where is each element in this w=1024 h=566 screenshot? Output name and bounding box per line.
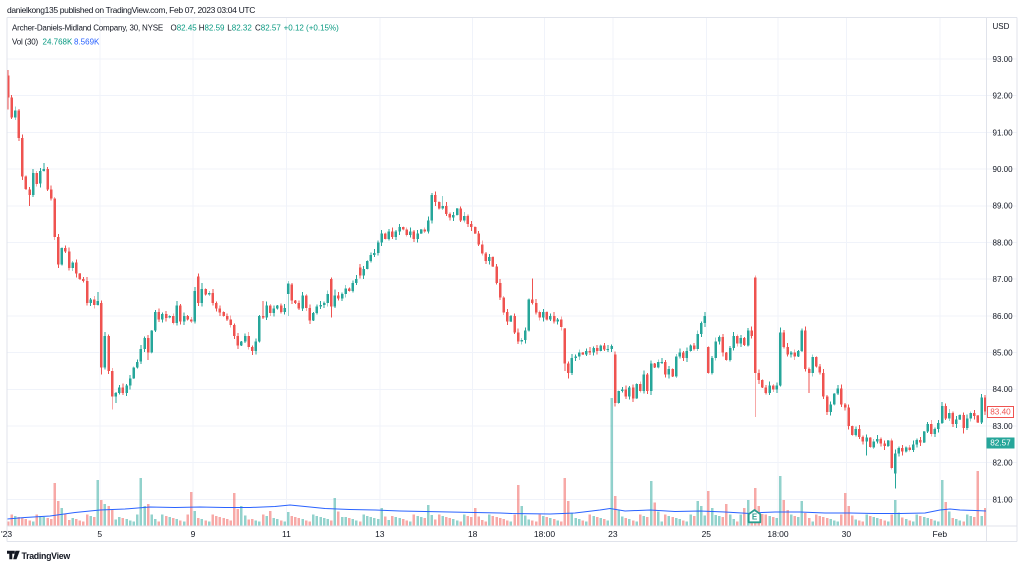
svg-text:25: 25 [702, 529, 712, 539]
svg-text:83.40: 83.40 [990, 408, 1011, 417]
svg-text:93.00: 93.00 [993, 55, 1014, 64]
svg-text:13: 13 [375, 529, 385, 539]
svg-text:Archer-Daniels-Midland Company: Archer-Daniels-Midland Company, 30, NYSE [12, 24, 163, 33]
svg-text:+0.12 (+0.15%): +0.12 (+0.15%) [284, 24, 339, 33]
svg-text:86.00: 86.00 [993, 312, 1014, 321]
svg-text:TradingView: TradingView [22, 551, 71, 561]
svg-text:81.00: 81.00 [993, 495, 1014, 504]
svg-text:30: 30 [842, 529, 852, 539]
svg-text:Feb: Feb [932, 529, 947, 539]
svg-text:9: 9 [191, 529, 196, 539]
svg-text:88.00: 88.00 [993, 238, 1014, 247]
svg-text:5: 5 [97, 529, 102, 539]
svg-text:Vol (30): Vol (30) [12, 38, 39, 47]
svg-text:24.768K: 24.768K [43, 38, 73, 47]
svg-text:H82.59: H82.59 [199, 24, 225, 33]
svg-text:18:00: 18:00 [767, 529, 789, 539]
svg-text:8.569K: 8.569K [74, 38, 100, 47]
svg-text:18:00: 18:00 [534, 529, 556, 539]
svg-text:18: 18 [468, 529, 478, 539]
svg-text:11: 11 [282, 529, 291, 539]
svg-text:87.00: 87.00 [993, 275, 1014, 284]
svg-text:L82.32: L82.32 [227, 24, 252, 33]
svg-text:85.00: 85.00 [993, 349, 1014, 358]
svg-text:C82.57: C82.57 [255, 24, 281, 33]
svg-text:90.00: 90.00 [993, 165, 1014, 174]
svg-text:USD: USD [993, 22, 1010, 31]
svg-text:83.00: 83.00 [993, 422, 1014, 431]
svg-text:84.00: 84.00 [993, 385, 1014, 394]
svg-text:O82.45: O82.45 [171, 24, 198, 33]
svg-text:92.00: 92.00 [993, 92, 1014, 101]
svg-text:89.00: 89.00 [993, 202, 1014, 211]
svg-text:82.00: 82.00 [993, 459, 1014, 468]
svg-text:'23: '23 [1, 529, 12, 539]
svg-text:82.57: 82.57 [990, 439, 1011, 448]
svg-text:danielkong135 published on Tra: danielkong135 published on TradingView.c… [7, 5, 255, 15]
svg-text:E: E [752, 513, 758, 522]
svg-text:23: 23 [608, 529, 618, 539]
svg-text:91.00: 91.00 [993, 128, 1014, 137]
